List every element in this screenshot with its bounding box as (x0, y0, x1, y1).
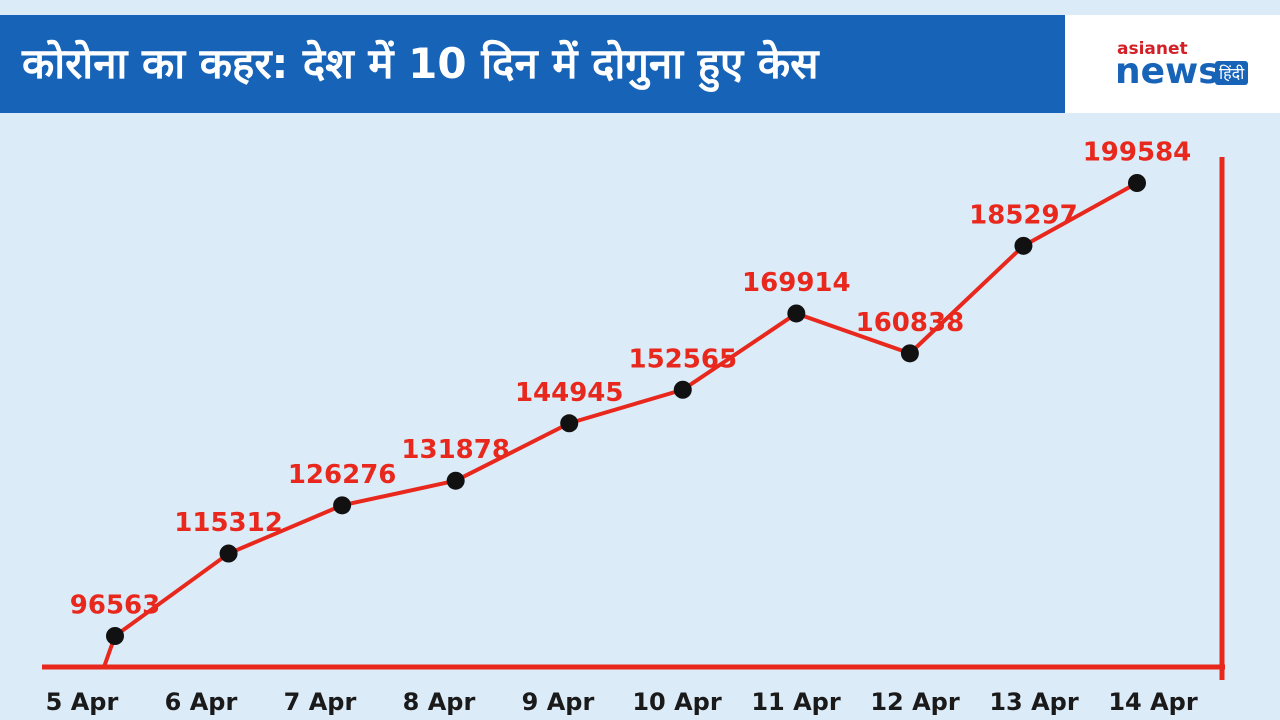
point (333, 496, 352, 515)
x-tick-label: 10 Apr (632, 688, 722, 716)
point (673, 380, 692, 399)
x-tick-label: 6 Apr (165, 688, 238, 716)
value-label: 169914 (742, 268, 851, 298)
line (113, 181, 1138, 638)
point (106, 627, 124, 645)
x-tick-label: 5 Apr (46, 688, 119, 716)
value-label: 185297 (969, 200, 1078, 230)
logo-top: asianet (1117, 39, 1188, 59)
logo-main: news (1115, 51, 1220, 92)
x-tick-label: 7 Apr (284, 688, 357, 716)
chart-title: कोरोना का कहर: देश में 10 दिन में दोगुना… (0, 15, 1065, 113)
x-tick-label: 13 Apr (989, 688, 1079, 716)
value-label: 144945 (515, 378, 624, 408)
value-label: 131878 (401, 435, 510, 465)
value-label: 96563 (70, 591, 160, 621)
value-label: 152565 (629, 344, 738, 374)
value-label: 126276 (288, 460, 397, 490)
point (787, 304, 806, 323)
x-tick-label: 12 Apr (870, 688, 960, 716)
value-label: 199584 (1083, 138, 1192, 168)
point (900, 344, 919, 363)
point (1128, 174, 1146, 192)
value-label: 160838 (856, 308, 965, 338)
x-tick-label: 11 Apr (751, 688, 841, 716)
x-tick-label: 8 Apr (403, 688, 476, 716)
logo: asianet news हिंदी (1065, 15, 1280, 113)
point (1014, 236, 1033, 255)
point (446, 471, 465, 490)
point (219, 544, 238, 563)
x-tick-label: 14 Apr (1108, 688, 1198, 716)
x-tick-label: 9 Apr (522, 688, 595, 716)
point (560, 414, 579, 433)
value-label: 115312 (174, 508, 283, 538)
logo-lang: हिंदी (1215, 61, 1249, 85)
